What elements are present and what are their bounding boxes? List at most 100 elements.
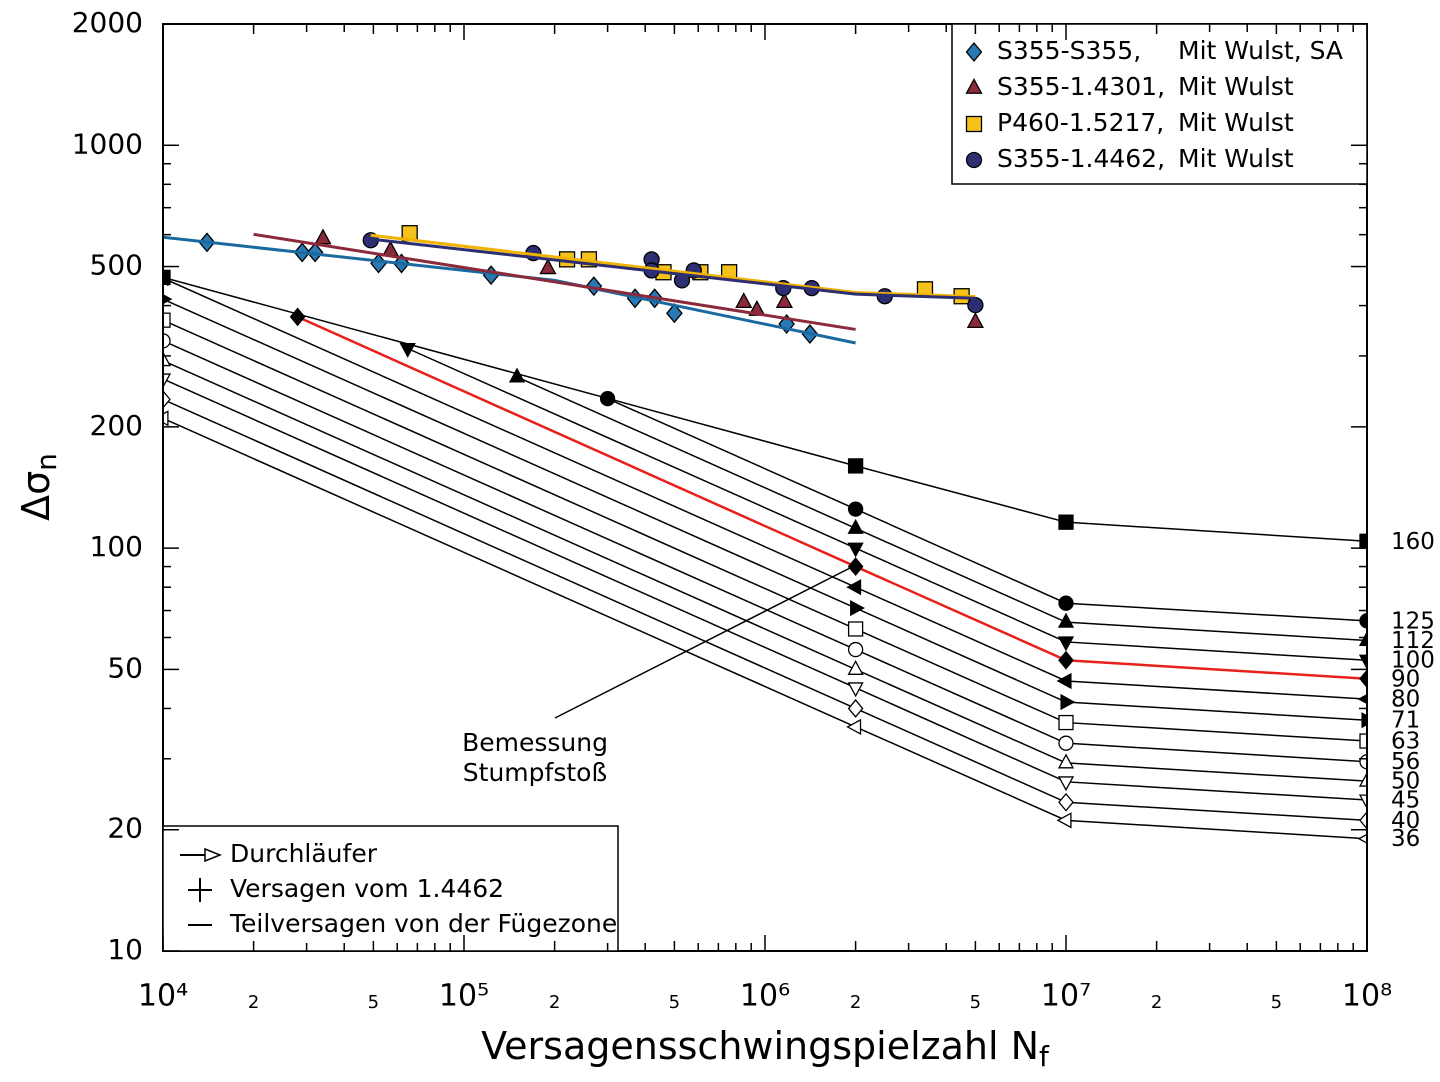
x-label-sub: f: [1039, 1040, 1050, 1073]
y-tick-label: 2000: [72, 6, 143, 39]
marker: [163, 389, 171, 409]
legend-marker: [965, 78, 983, 94]
marker: [508, 367, 526, 383]
x-tick-label: 10⁸: [1342, 979, 1392, 1014]
fit-line: [370, 237, 976, 300]
detail-label: 112: [1391, 628, 1435, 654]
detail-label: 45: [1391, 788, 1420, 814]
y-axis-label: Δσn: [14, 453, 64, 521]
marker: [1358, 654, 1367, 670]
detail-label: 125: [1391, 608, 1435, 634]
x-tick-label: 10⁷: [1041, 979, 1091, 1014]
legend-box: [951, 23, 1368, 185]
marker: [847, 542, 864, 558]
legend-marker: [965, 41, 983, 63]
legend-label: S355-1.4301,: [997, 72, 1165, 101]
marker: [847, 518, 864, 534]
marker: [1058, 595, 1074, 611]
detail-label: 56: [1391, 749, 1420, 775]
marker: [1058, 792, 1074, 812]
marker: [314, 228, 332, 245]
marker: [1057, 612, 1075, 628]
x-tick-label: 5: [368, 992, 379, 1013]
symbol-legend-label: Teilversagen von der Fügezone: [229, 909, 617, 938]
x-tick-label: 2: [1151, 992, 1162, 1013]
marker: [1359, 669, 1367, 689]
y-tick-label: 200: [90, 409, 143, 442]
detail-line: [163, 398, 1367, 822]
marker: [850, 599, 866, 617]
symbol-legend: Durchläufer Versagen vom 1.4462 Teilvers…: [162, 825, 619, 952]
marker: [1357, 693, 1367, 705]
cross-symbol: [188, 878, 212, 902]
marker: [1359, 733, 1367, 749]
marker: [847, 458, 864, 474]
y-tick-label: 500: [90, 249, 143, 282]
legend-label: S355-S355,: [997, 36, 1141, 65]
marker: [966, 312, 984, 328]
marker: [163, 294, 173, 305]
detail-line: [163, 359, 1367, 782]
fit-line: [163, 235, 856, 345]
marker: [163, 351, 172, 367]
detail-line: [163, 276, 1367, 543]
symbol-legend-label: Durchläufer: [230, 839, 378, 868]
detail-label: 80: [1391, 687, 1420, 713]
x-tick-label: 5: [669, 992, 680, 1013]
legend-detail: Mit Wulst: [1178, 144, 1294, 173]
x-tick-label: 10⁴: [138, 979, 188, 1014]
legend-detail: Mit Wulst: [1178, 108, 1294, 137]
detail-line: [297, 315, 1367, 681]
legend-detail: Mit Wulst: [1178, 72, 1294, 101]
detail-line: [516, 376, 1367, 642]
marker: [539, 258, 557, 275]
marker: [1056, 672, 1072, 690]
marker: [846, 718, 862, 735]
marker: [666, 303, 683, 324]
marker: [163, 333, 171, 349]
annotation: Bemessung Stumpfstoß: [462, 567, 851, 787]
marker: [1358, 631, 1367, 647]
marker: [370, 253, 387, 274]
marker: [1057, 636, 1075, 652]
marker: [599, 390, 616, 407]
detail-label: 100: [1391, 648, 1435, 674]
marker: [846, 579, 862, 596]
marker: [1359, 810, 1367, 830]
annotation-arrow: [554, 567, 851, 719]
legend-marker: [965, 151, 983, 169]
detail-label: 50: [1391, 769, 1420, 795]
marker: [163, 410, 169, 427]
marker: [306, 242, 324, 263]
marker: [1359, 533, 1367, 549]
legend-label: P460-1.5217,: [997, 108, 1164, 137]
y-tick-label: 100: [90, 530, 143, 563]
marker: [289, 307, 306, 327]
y-tick-label: 10: [107, 933, 143, 966]
marker: [847, 557, 864, 576]
marker: [775, 292, 793, 309]
detail-line: [163, 378, 1367, 801]
marker: [1357, 833, 1367, 844]
fit-line: [253, 232, 856, 331]
detail-label: 90: [1391, 666, 1420, 692]
x-axis-label: Versagensschwingspielzahl Nf: [481, 1024, 1050, 1074]
plot-area: [163, 225, 1367, 844]
marker: [399, 342, 416, 358]
detail-line: [163, 319, 1367, 742]
x-label-text: Versagensschwingspielzahl N: [481, 1024, 1039, 1068]
x-tick-label: 2: [248, 992, 259, 1013]
marker: [163, 312, 171, 328]
symbol-legend-box: [162, 825, 619, 952]
detail-label: 36: [1391, 826, 1420, 852]
detail-line: [607, 397, 1367, 622]
marker: [1057, 776, 1075, 792]
x-tick-label: 5: [970, 992, 981, 1013]
detail-label: 40: [1391, 808, 1420, 834]
marker: [847, 659, 864, 675]
detail-label: 63: [1391, 729, 1420, 755]
marker: [163, 373, 172, 389]
marker: [1358, 794, 1367, 810]
detail-label: 71: [1391, 708, 1420, 734]
detail-line: [163, 277, 1367, 700]
